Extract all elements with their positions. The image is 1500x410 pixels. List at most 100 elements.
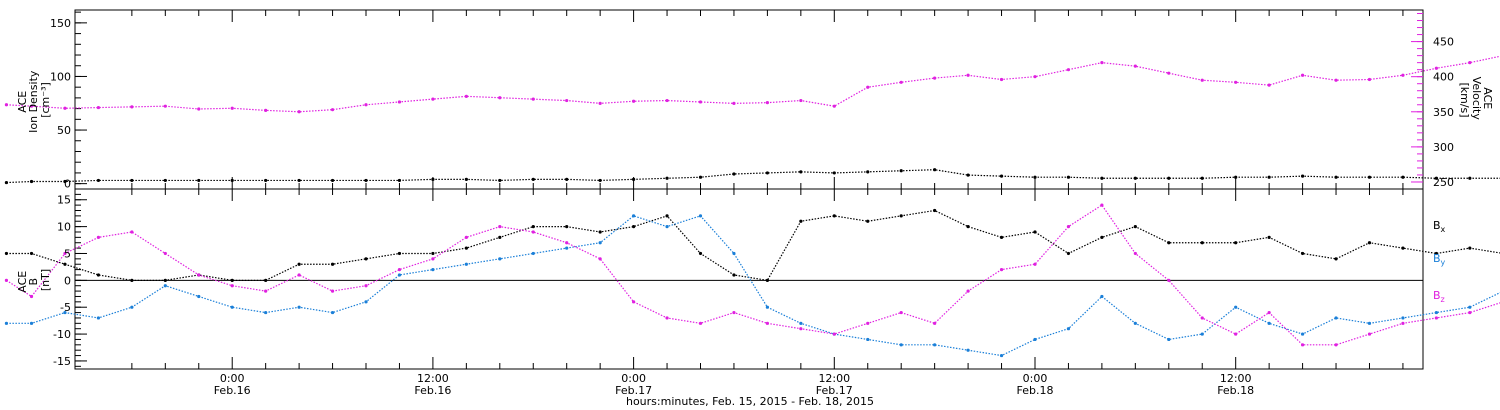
by-point: [264, 310, 268, 315]
density-point: [498, 178, 502, 183]
bz-point: [431, 257, 435, 261]
velocity-point: [598, 101, 602, 105]
x-tick-date-label: Feb.17: [615, 384, 652, 397]
bz-point: [1468, 310, 1472, 315]
by-point: [297, 305, 301, 309]
bz-point: [1066, 225, 1071, 229]
bz-point: [96, 235, 101, 239]
legend-by-main: B: [1433, 252, 1441, 265]
top-left-ylabel-line3: [cm⁻³]: [39, 82, 52, 118]
density-point: [29, 179, 34, 184]
x-tick-date-label: Feb.17: [816, 384, 853, 397]
by-point: [4, 321, 9, 325]
velocity-point: [1401, 73, 1405, 77]
by-point: [531, 251, 535, 256]
bz-point: [899, 310, 903, 315]
velocity-point: [230, 106, 234, 110]
bx-point: [264, 278, 268, 282]
density-point: [1300, 174, 1305, 178]
bx-point: [1401, 246, 1405, 250]
by-point: [498, 257, 502, 261]
velocity-point: [330, 108, 335, 112]
bz-series: [4, 203, 1500, 347]
by-point: [1200, 332, 1204, 336]
density-point: [1167, 176, 1171, 180]
by-point: [96, 316, 101, 320]
b-legend: Bx By Bz: [1433, 219, 1446, 304]
top-left-ylabel: ACE Ion Density [cm⁻³]: [16, 67, 52, 133]
legend-bx: Bx: [1433, 219, 1446, 234]
bx-point: [1133, 225, 1137, 229]
bx-point: [1033, 230, 1037, 234]
by-point: [330, 310, 335, 315]
density-point: [330, 178, 335, 183]
bz-point: [498, 225, 502, 229]
density-point: [264, 178, 268, 183]
density-point: [799, 170, 803, 174]
velocity-point: [297, 110, 301, 114]
bz-point: [29, 294, 34, 299]
bz-point: [330, 289, 335, 293]
x-tick-time-label: 12:00: [417, 372, 449, 385]
bx-point: [799, 219, 803, 223]
legend-by: By: [1433, 252, 1446, 267]
bx-point: [1468, 246, 1472, 250]
bx-point: [966, 225, 970, 229]
x-tick-date-label: Feb.16: [414, 384, 451, 397]
by-point: [632, 214, 636, 218]
legend-by-sub: y: [1441, 258, 1446, 267]
velocity-point: [832, 104, 836, 108]
by-point: [63, 310, 67, 315]
bz-point: [565, 241, 569, 245]
velocity-point: [698, 100, 703, 104]
density-point: [1267, 175, 1271, 179]
bottom-left-tick-label: 10: [57, 221, 71, 234]
velocity-point: [732, 101, 736, 105]
bz-point: [364, 284, 368, 288]
density-point: [698, 175, 703, 179]
density-point: [364, 178, 368, 183]
bottom-left-tick-label: 15: [57, 194, 71, 207]
x-tick-date-label: Feb.16: [214, 384, 251, 397]
bz-point: [933, 321, 937, 325]
legend-bx-sub: x: [1441, 225, 1446, 234]
density-point: [1334, 175, 1338, 179]
by-point: [1468, 305, 1472, 309]
top-right-ylabel: ACE Velocity [km/s]: [1458, 77, 1494, 124]
bx-point: [732, 273, 736, 277]
bx-point: [999, 235, 1004, 239]
velocity-point: [966, 73, 970, 77]
bz-point: [966, 289, 970, 293]
density-point: [1468, 176, 1472, 180]
velocity-point: [1367, 77, 1372, 82]
density-point: [1100, 176, 1104, 180]
by-point: [230, 305, 234, 309]
bz-point: [832, 332, 836, 336]
top-right-tick-label: 400: [1433, 71, 1454, 84]
by-point: [966, 348, 970, 352]
density-point: [598, 178, 602, 183]
velocity-point: [999, 77, 1004, 82]
by-point: [732, 251, 736, 256]
by-point: [163, 284, 167, 288]
bz-point: [598, 257, 602, 261]
bottom-left-tick-label: -10: [53, 328, 71, 341]
bx-point: [464, 246, 468, 250]
bx-point: [1234, 241, 1238, 245]
bottom-left-tick-label: -15: [53, 355, 71, 368]
bottom-left-ylabel: ACE B [nT]: [16, 267, 52, 292]
velocity-point: [63, 106, 67, 110]
bz-point: [230, 284, 234, 288]
density-point: [63, 179, 67, 184]
x-tick-time-label: 12:00: [818, 372, 850, 385]
by-point: [364, 300, 368, 304]
bx-point: [163, 278, 167, 282]
top-right-tick-label: 450: [1433, 36, 1454, 49]
top-right-tick-label: 300: [1433, 141, 1454, 154]
axis-ticks: [75, 10, 1423, 369]
bx-trace: [6, 209, 1500, 282]
bx-point: [565, 225, 569, 229]
bx-point: [632, 225, 636, 229]
by-point: [29, 321, 34, 325]
